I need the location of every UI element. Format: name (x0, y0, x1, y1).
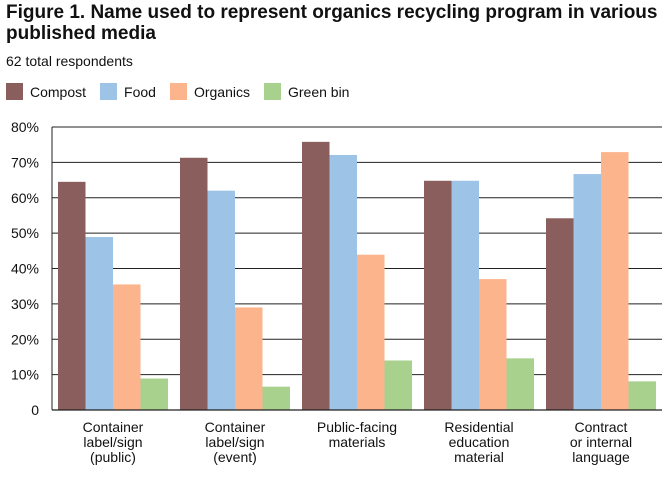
bar-food (207, 190, 235, 410)
y-tick-label: 20% (11, 331, 39, 347)
legend-swatch-green-bin (263, 83, 281, 100)
legend-swatch-food (100, 83, 118, 100)
bar-compost (546, 218, 574, 410)
bar-food (573, 174, 601, 410)
legend-item-compost: Compost (6, 83, 86, 100)
y-tick-label: 50% (11, 225, 39, 241)
legend-item-food: Food (100, 83, 156, 100)
x-category-label: Container label/sign (public) (83, 419, 144, 465)
x-category-label: Contract or internal language (570, 419, 632, 465)
bar-green-bin (384, 360, 412, 410)
legend-label-organics: Organics (193, 83, 250, 100)
legend-swatch-organics (169, 83, 187, 100)
bar-compost (58, 181, 86, 410)
legend-label-compost: Compost (30, 83, 87, 100)
bar-green-bin (140, 378, 168, 410)
bar-organics (357, 254, 385, 410)
chart-title: Figure 1. Name used to represent organic… (6, 2, 658, 44)
legend-label-green-bin: Green bin (287, 83, 350, 100)
y-tick-label: 0 (31, 402, 39, 418)
y-tick-label: 30% (11, 296, 39, 312)
y-tick-label: 40% (11, 261, 39, 277)
y-tick-label: 80% (11, 119, 39, 135)
legend-label-food: Food (124, 83, 156, 100)
y-tick-label: 70% (11, 154, 39, 170)
bar-food (451, 180, 479, 410)
bar-green-bin (628, 381, 656, 410)
x-category-label: Container label/sign (event) (205, 419, 266, 465)
bar-green-bin (506, 358, 534, 410)
legend-item-green-bin: Green bin (263, 83, 350, 100)
bar-organics (113, 284, 141, 410)
bar-organics (235, 307, 263, 410)
bar-compost (424, 180, 452, 410)
bar-organics (601, 152, 629, 410)
legend: Compost Food Organics Green bin (6, 83, 363, 100)
bar-organics (479, 279, 507, 410)
x-category-label: Public-facing materials (317, 419, 397, 450)
chart-subtitle: 62 total respondents (6, 53, 133, 69)
legend-item-organics: Organics (169, 83, 250, 100)
y-tick-label: 10% (11, 367, 39, 383)
x-category-label: Residential education material (444, 419, 513, 465)
bar-green-bin (262, 386, 290, 410)
bar-food (85, 237, 113, 410)
bar-food (329, 154, 357, 410)
bar-compost (180, 157, 208, 410)
bar-compost (302, 141, 330, 411)
legend-swatch-compost (6, 83, 23, 100)
y-tick-label: 60% (11, 190, 39, 206)
